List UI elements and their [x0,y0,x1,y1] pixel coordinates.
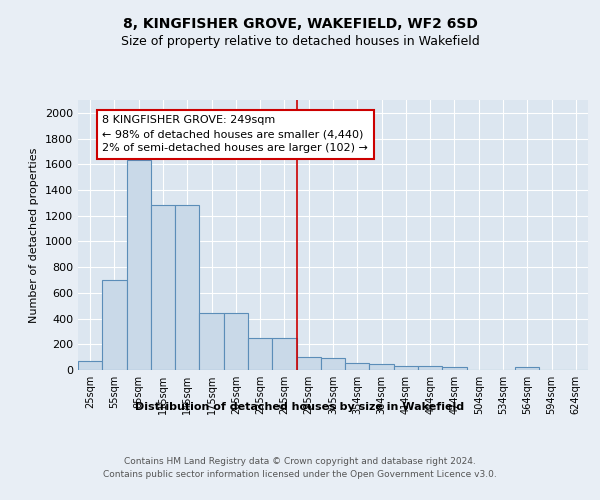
Bar [296,357,321,370]
Bar [151,205,175,370]
Bar [272,338,296,370]
Y-axis label: Number of detached properties: Number of detached properties [29,148,40,322]
Bar [199,313,224,370]
Bar [370,364,394,370]
Bar [248,338,272,370]
Bar [515,368,539,370]
Bar [102,280,127,370]
Bar [442,368,467,370]
Text: 8, KINGFISHER GROVE, WAKEFIELD, WF2 6SD: 8, KINGFISHER GROVE, WAKEFIELD, WF2 6SD [122,18,478,32]
Text: Distribution of detached houses by size in Wakefield: Distribution of detached houses by size … [136,402,464,412]
Bar [418,366,442,370]
Bar [175,206,199,370]
Bar [127,160,151,370]
Text: Contains HM Land Registry data © Crown copyright and database right 2024.
Contai: Contains HM Land Registry data © Crown c… [103,458,497,479]
Text: 8 KINGFISHER GROVE: 249sqm
← 98% of detached houses are smaller (4,440)
2% of se: 8 KINGFISHER GROVE: 249sqm ← 98% of deta… [102,116,368,154]
Bar [78,361,102,370]
Bar [345,363,370,370]
Bar [321,358,345,370]
Bar [224,313,248,370]
Text: Size of property relative to detached houses in Wakefield: Size of property relative to detached ho… [121,35,479,48]
Bar [394,366,418,370]
